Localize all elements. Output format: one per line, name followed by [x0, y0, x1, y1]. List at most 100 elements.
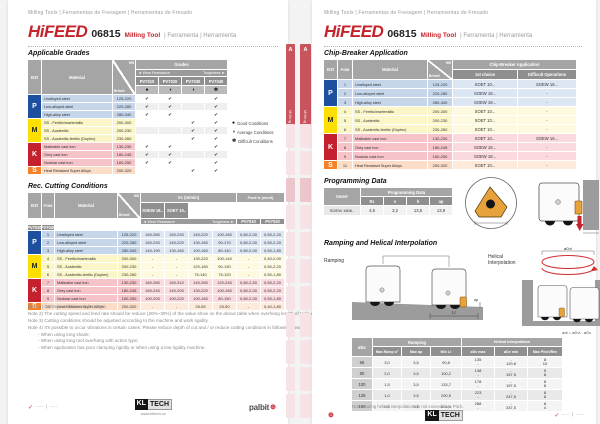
- difficult-operation-cell: SOEW 16...: [518, 134, 576, 142]
- cert-text: ·····: [49, 404, 58, 410]
- tab-inactive[interactable]: [300, 313, 311, 337]
- helical-value-cell: 223 -: [462, 390, 494, 400]
- note-line: Note 2) The cutting speed and feed rate …: [28, 310, 337, 316]
- check-cell: [182, 95, 204, 102]
- tab-inactive[interactable]: [286, 313, 295, 337]
- note-line: Note 1) Cutting conditions ap/Dc<70%.: [28, 304, 108, 309]
- tab-inactive[interactable]: [300, 205, 311, 229]
- tab-inactive[interactable]: [300, 394, 311, 418]
- iso-letter: K: [324, 134, 337, 160]
- pgm-cell: 4: [338, 107, 352, 115]
- vc-cell: 120-180: [189, 263, 212, 270]
- chip-breaker-table: ISO PGM Material HB Brinell Chip-Breaker Appl…: [324, 60, 576, 169]
- iso-header: ISO: [28, 60, 41, 94]
- check-cell: [182, 151, 204, 158]
- tab-inactive[interactable]: [286, 340, 295, 364]
- vc-cell: 130-220: [189, 255, 212, 262]
- tab-inactive[interactable]: [286, 151, 295, 175]
- tab-inactive[interactable]: [300, 151, 311, 175]
- tab-inactive[interactable]: [300, 178, 311, 202]
- brand-logo: HiFEED: [28, 22, 88, 41]
- tab-inactive[interactable]: [300, 340, 311, 364]
- product-translations: | Ferramenta | Herramienta: [164, 33, 237, 39]
- check-cell: ✔: [136, 151, 158, 158]
- pgm-cell: 3: [42, 247, 54, 254]
- helical-group-header: Helical Interpolation: [462, 338, 562, 346]
- difficult-operation-cell: -: [518, 143, 576, 151]
- insert-cell: SOEW 1806..: [324, 206, 360, 215]
- bracket-mark-icon: ⟨: [45, 404, 48, 410]
- material-cell: High-alloy steel: [55, 247, 117, 254]
- tab-inactive[interactable]: [286, 205, 295, 229]
- tab-inactive[interactable]: [286, 232, 295, 256]
- material-header: Material: [353, 60, 427, 79]
- vc-cell: 100-220: [165, 295, 188, 302]
- cutting-table-header: ISO PGM Material HB Brinell Vc (m/min) Feed fz…: [28, 193, 284, 230]
- iso-letter: K: [28, 279, 41, 302]
- pgm-cell: 5: [338, 116, 352, 124]
- check-cell: ✔: [205, 103, 227, 110]
- material-cell: Low-alloyed steel: [42, 103, 112, 110]
- programming-column-header: Rε: [361, 197, 383, 205]
- ramping-column-header: Min Lr: [431, 347, 461, 356]
- section-title-chip-breaker: Chip-Breaker Application: [324, 50, 408, 57]
- tab-inactive[interactable]: [286, 124, 295, 148]
- model-number: 06815: [387, 28, 417, 40]
- tab-inactive[interactable]: [286, 286, 295, 310]
- feed-cell: 0,40-1,80: [261, 303, 284, 310]
- tab-inactive[interactable]: [286, 394, 295, 418]
- grades-table-header: ISO Material HB Brinell Grades ◄ Wear Resista…: [28, 60, 227, 94]
- vc-cell: 150-230: [165, 231, 188, 238]
- tab-inactive[interactable]: [300, 124, 311, 148]
- brinell-label: Brinell: [119, 213, 130, 217]
- check-cell: ✔: [205, 151, 227, 158]
- cutting-group-S: S 11 Heat Resistant Super Alloys 200-320- -2…: [28, 303, 284, 310]
- material-cell: Unalloyed steel: [42, 95, 112, 102]
- tab-inactive[interactable]: [286, 367, 295, 391]
- pgm-cell: 1: [338, 80, 352, 88]
- check-cell: ✔: [136, 143, 158, 150]
- tab-inactive[interactable]: [300, 259, 311, 283]
- helical-column-header: øDv max: [462, 347, 494, 356]
- hb-cell: 230-260: [428, 125, 452, 133]
- material-cell: Heat Resistant Super Alloys: [42, 167, 112, 174]
- ramping-column-header: Max ap: [402, 347, 430, 356]
- tab-inactive[interactable]: [300, 367, 311, 391]
- programming-column-header: ap: [430, 197, 452, 205]
- material-cell: Grey cast iron: [353, 143, 427, 151]
- page-left: Milling Tools | Ferramentas de Fresagem …: [8, 0, 337, 424]
- iso-letter: M: [28, 255, 41, 278]
- material-cell: SS - Austenitic-ferritic (Duplex): [353, 125, 427, 133]
- helical-value-cell: - 247,5: [495, 390, 527, 400]
- helical-value-cell: 135 -: [462, 357, 494, 367]
- helical-formula: ødi = øDvi - øDc: [562, 330, 592, 335]
- vc-cell: 100-180: [213, 231, 236, 238]
- material-cell: SS - Ferritic/martensitic: [42, 119, 112, 126]
- ramping-value-cell: 133,7: [431, 379, 461, 389]
- chip-group-S: S 11 Heat Resistant Super Alloys 200-320 SOE…: [324, 161, 576, 169]
- grade-column-header: PV7020: [261, 219, 284, 224]
- iso-letter: K: [28, 143, 41, 166]
- ramping-value-cell: 100,2: [431, 368, 461, 378]
- hb-cell: 130-230: [118, 279, 140, 286]
- ramping-diagram: Lr ap: [352, 255, 483, 320]
- tab-active[interactable]: A Milling: [286, 44, 295, 126]
- vc-cell: 80-140: [213, 247, 236, 254]
- material-cell: High-alloy steel: [353, 98, 427, 106]
- tab-inactive[interactable]: [300, 232, 311, 256]
- hb-cell: 180-245: [118, 287, 140, 294]
- hb-cell: 280-340: [118, 247, 140, 254]
- pgm-cell: 6: [338, 125, 352, 133]
- feed-cell: -: [237, 263, 260, 270]
- lr-dimension-label: Lr: [452, 310, 457, 315]
- hb-cell: 230-260: [118, 271, 140, 278]
- hb-cell: 280-340: [428, 98, 452, 106]
- tab-active[interactable]: A Milling: [300, 44, 311, 126]
- good-condition-icon: ●: [232, 120, 236, 126]
- material-cell: High-alloy steel: [42, 111, 112, 118]
- tab-inactive[interactable]: [286, 259, 295, 283]
- grade-column-header: PV7040: [42, 225, 54, 230]
- tab-inactive[interactable]: [286, 178, 295, 202]
- tab-inactive[interactable]: [300, 286, 311, 310]
